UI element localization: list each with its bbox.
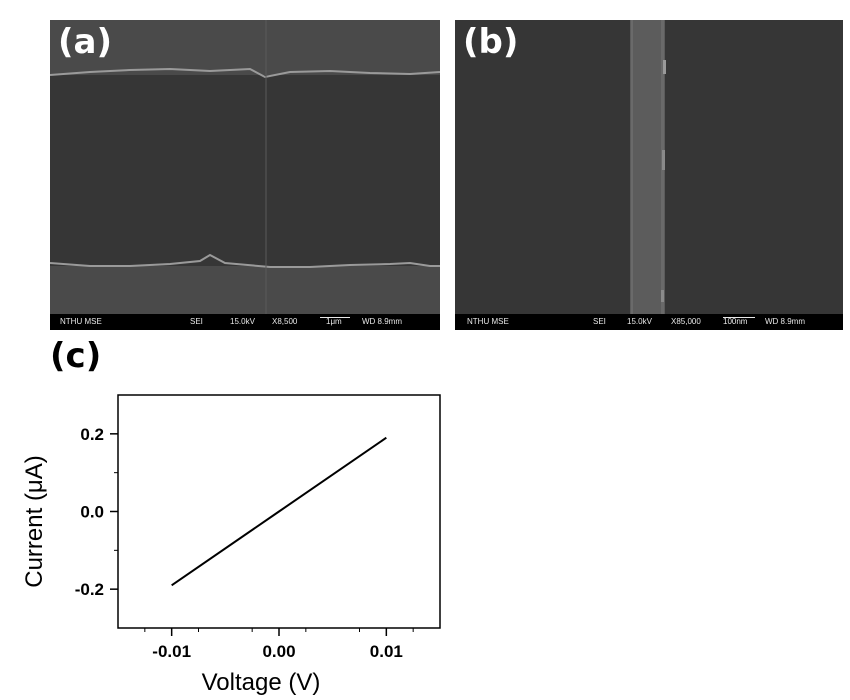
panel-b-label: (b): [463, 22, 519, 62]
detector-label: SEI: [190, 317, 203, 326]
sem-micrograph-a: [50, 20, 440, 330]
working-distance-label: WD 8.9mm: [362, 317, 402, 326]
working-distance-label: WD 8.9mm: [765, 317, 805, 326]
magnification-label: X85,000: [671, 317, 701, 326]
sem-info-bar-b: NTHU MSE SEI 15.0kV X85,000 100nm WD 8.9…: [455, 314, 843, 330]
scale-label: 100nm: [723, 317, 748, 326]
sem-micrograph-b: [455, 20, 843, 330]
scale-bar: [723, 317, 755, 318]
x-axis-ticks: -0.01 0.00 0.01: [144, 628, 414, 661]
y-axis-ticks: -0.2 0.0 0.2: [75, 425, 118, 599]
scale-bar: [320, 317, 350, 318]
sem-image-b: (b) NTHU MSE SEI 15.0kV X85,000 100nm WD…: [455, 20, 843, 330]
y-tick-label: -0.2: [75, 580, 104, 599]
iv-series-line: [171, 436, 387, 587]
institution-label: NTHU MSE: [467, 317, 509, 326]
institution-label: NTHU MSE: [60, 317, 102, 326]
series-layer: [171, 436, 387, 587]
detector-label: SEI: [593, 317, 606, 326]
y-axis-title: Current (μA): [21, 455, 48, 588]
x-axis-title: Voltage (V): [202, 669, 321, 696]
panel-c-label: (c): [50, 336, 102, 376]
iv-chart: -0.01 0.00 0.01 -0.2 0.0 0.2 Voltage (V) Cur…: [21, 394, 441, 696]
scale-label: 1μm: [326, 317, 342, 326]
sem-info-bar-a: NTHU MSE SEI 15.0kV X8,500 1μm WD 8.9mm: [50, 314, 440, 330]
sem-image-a: (a) NTHU MSE SEI 15.0kV X8,500 1μm WD 8.…: [50, 20, 440, 330]
y-tick-label: 0.0: [80, 503, 104, 522]
voltage-label: 15.0kV: [230, 317, 255, 326]
magnification-label: X8,500: [272, 317, 298, 326]
x-tick-label: 0.01: [370, 642, 403, 661]
x-tick-label: -0.01: [152, 642, 191, 661]
panel-a-label: (a): [58, 22, 113, 62]
voltage-label: 15.0kV: [627, 317, 652, 326]
x-tick-label: 0.00: [262, 642, 295, 661]
y-tick-label: 0.2: [80, 425, 104, 444]
